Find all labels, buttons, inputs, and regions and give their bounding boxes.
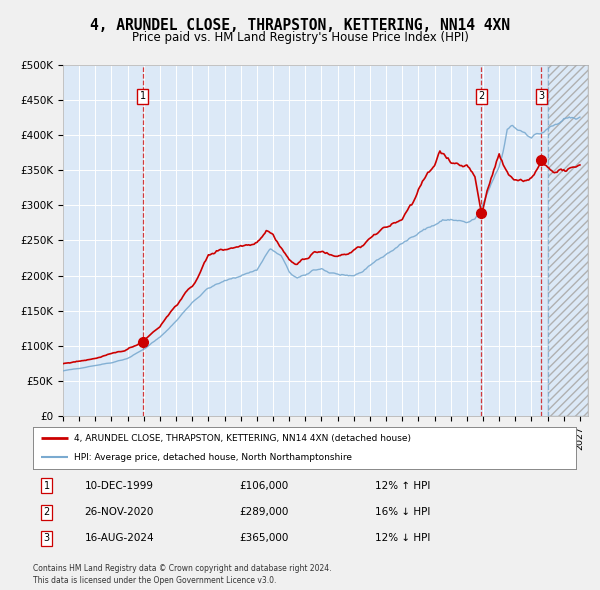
Text: Contains HM Land Registry data © Crown copyright and database right 2024.
This d: Contains HM Land Registry data © Crown c… <box>33 564 331 585</box>
Text: 1: 1 <box>44 481 50 491</box>
Text: 4, ARUNDEL CLOSE, THRAPSTON, KETTERING, NN14 4XN (detached house): 4, ARUNDEL CLOSE, THRAPSTON, KETTERING, … <box>74 434 411 443</box>
Text: 12% ↓ HPI: 12% ↓ HPI <box>375 533 430 543</box>
Text: 1: 1 <box>140 91 146 101</box>
Text: HPI: Average price, detached house, North Northamptonshire: HPI: Average price, detached house, Nort… <box>74 453 352 461</box>
Text: 16-AUG-2024: 16-AUG-2024 <box>85 533 154 543</box>
Text: Price paid vs. HM Land Registry's House Price Index (HPI): Price paid vs. HM Land Registry's House … <box>131 31 469 44</box>
Bar <box>548 65 588 416</box>
Text: 16% ↓ HPI: 16% ↓ HPI <box>375 507 430 517</box>
Text: 10-DEC-1999: 10-DEC-1999 <box>85 481 154 491</box>
Text: 2: 2 <box>478 91 485 101</box>
Text: 4, ARUNDEL CLOSE, THRAPSTON, KETTERING, NN14 4XN: 4, ARUNDEL CLOSE, THRAPSTON, KETTERING, … <box>90 18 510 33</box>
Text: £365,000: £365,000 <box>239 533 289 543</box>
Text: £106,000: £106,000 <box>239 481 289 491</box>
Text: 12% ↑ HPI: 12% ↑ HPI <box>375 481 430 491</box>
Text: 26-NOV-2020: 26-NOV-2020 <box>85 507 154 517</box>
Text: 3: 3 <box>44 533 50 543</box>
Text: 2: 2 <box>43 507 50 517</box>
Text: £289,000: £289,000 <box>239 507 289 517</box>
Text: 3: 3 <box>538 91 545 101</box>
